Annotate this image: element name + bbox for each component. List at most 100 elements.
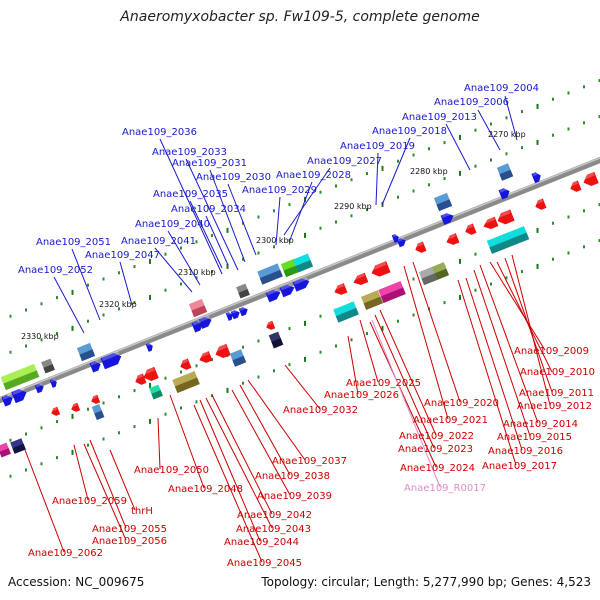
gene-label-anae109-2029[interactable]: Anae109_2029 [242, 185, 317, 196]
gene-label-anae109-2040[interactable]: Anae109_2040 [135, 219, 210, 230]
gene-arrow [145, 342, 153, 352]
gene-label-anae109-2010[interactable]: Anae109_2010 [520, 367, 595, 378]
grid-dot [350, 214, 353, 218]
grid-dot [164, 288, 167, 292]
gene-label-anae109-2047[interactable]: Anae109_2047 [85, 250, 160, 261]
grid-dot [180, 406, 182, 410]
grid-dot [195, 364, 198, 368]
grid-dot [412, 153, 415, 157]
grid-dot [273, 369, 275, 373]
gene-label-anae109-2027[interactable]: Anae109_2027 [307, 156, 382, 167]
gene-label-anae109-2009[interactable]: Anae109_2009 [514, 346, 589, 357]
gene-label-anae109-2052[interactable]: Anae109_2052 [18, 265, 93, 276]
gene-label-anae109-2012[interactable]: Anae109_2012 [517, 401, 592, 412]
gene-label-anae109-r0017[interactable]: Anae109_R0017 [404, 483, 486, 494]
grid-dot [598, 115, 600, 119]
grid-dot [226, 263, 229, 269]
gene-label-anae109-2051[interactable]: Anae109_2051 [36, 237, 111, 248]
scale-tick-2290: 2290 kbp [334, 202, 372, 211]
gene-label-anae109-2031[interactable]: Anae109_2031 [172, 158, 247, 169]
grid-dot [56, 456, 58, 460]
gene-arrow [142, 366, 159, 381]
grid-dot [71, 413, 74, 419]
grid-dot [598, 79, 600, 83]
gene-label-anae109-2034[interactable]: Anae109_2034 [171, 204, 246, 215]
gene-label-anae109-2033[interactable]: Anae109_2033 [152, 147, 227, 158]
grid-dot [164, 412, 167, 416]
gene-arrow [265, 288, 281, 303]
connector-line [374, 314, 435, 449]
gene-label-anae109-2037[interactable]: Anae109_2037 [272, 456, 347, 467]
connector-line [205, 215, 229, 266]
grid-dot [102, 277, 105, 281]
gene-label-anae109-2024[interactable]: Anae109_2024 [400, 463, 475, 474]
grid-dot [164, 252, 167, 256]
gene-label-anae109-2039[interactable]: Anae109_2039 [257, 491, 332, 502]
grid-dot [180, 282, 182, 286]
grid-dot [149, 382, 151, 388]
gene-label-anae109-2019[interactable]: Anae109_2019 [340, 141, 415, 152]
gene-label-anae109-2042[interactable]: Anae109_2042 [237, 510, 312, 521]
grid-dot [490, 158, 492, 162]
grid-dot [443, 301, 446, 305]
accession-text: Accession: NC_009675 [8, 575, 145, 589]
gene-label-anae109-2018[interactable]: Anae109_2018 [372, 126, 447, 137]
gene-features[interactable] [0, 163, 599, 458]
gene-label-anae109-2016[interactable]: Anae109_2016 [488, 446, 563, 457]
grid-dot [567, 215, 570, 219]
connector-line [205, 397, 273, 529]
gene-arrow [534, 198, 547, 210]
gene-label-anae109-2055[interactable]: Anae109_2055 [92, 524, 167, 535]
connector-line [479, 264, 539, 424]
gene-label-anae109-2011[interactable]: Anae109_2011 [519, 388, 594, 399]
gene-labels[interactable]: Anae109_2004 Anae109_2006 Anae109_2013 A… [18, 83, 595, 569]
grid-dot [118, 271, 120, 275]
gene-label-anae109-2014[interactable]: Anae109_2014 [503, 419, 578, 430]
gene-label-anae109-2004[interactable]: Anae109_2004 [464, 83, 539, 94]
gene-arrow [230, 309, 240, 320]
gene-label-anae109-2059[interactable]: Anae109_2059 [52, 496, 127, 507]
gene-label-anae109-2017[interactable]: Anae109_2017 [482, 461, 557, 472]
gene-label-anae109-2022[interactable]: Anae109_2022 [399, 431, 474, 442]
gene-label-anae109-2062[interactable]: Anae109_2062 [28, 548, 103, 559]
grid-dot [443, 141, 446, 145]
gene-label-anae109-2021[interactable]: Anae109_2021 [413, 415, 488, 426]
grid-dot [319, 226, 322, 230]
grid-dot [583, 121, 585, 125]
gene-label-anae109-2015[interactable]: Anae109_2015 [497, 432, 572, 443]
grid-dot [211, 270, 213, 274]
gene-label-anae109-2023[interactable]: Anae109_2023 [398, 444, 473, 455]
gene-label-anae109-2028[interactable]: Anae109_2028 [276, 170, 351, 181]
grid-dot [56, 420, 58, 424]
gene-arrow [265, 320, 276, 330]
gene-label-anae109-2043[interactable]: Anae109_2043 [236, 524, 311, 535]
gene-label-anae109-2013[interactable]: Anae109_2013 [402, 112, 477, 123]
gene-arrow [179, 358, 192, 370]
grid-dot [381, 165, 384, 171]
feature-box [0, 442, 11, 458]
gene-label-anae109-2056[interactable]: Anae109_2056 [92, 536, 167, 547]
grid-dot [40, 302, 43, 306]
gene-label-anae109-2030[interactable]: Anae109_2030 [196, 172, 271, 183]
gene-label-anae109-2048[interactable]: Anae109_2048 [168, 484, 243, 495]
gene-label-anae109-2026[interactable]: Anae109_2026 [324, 390, 399, 401]
gene-label-anae109-2044[interactable]: Anae109_2044 [224, 537, 299, 548]
gene-label-anae109-2050[interactable]: Anae109_2050 [134, 465, 209, 476]
gene-label-anae109-2045[interactable]: Anae109_2045 [227, 558, 302, 569]
gene-label-anae109-2035[interactable]: Anae109_2035 [153, 189, 228, 200]
connector-line [403, 265, 449, 420]
gene-label-anae109-2032[interactable]: Anae109_2032 [283, 405, 358, 416]
gene-label-anae109-2038[interactable]: Anae109_2038 [255, 471, 330, 482]
gene-label-anae109-2020[interactable]: Anae109_2020 [424, 398, 499, 409]
grid-dot [459, 258, 461, 264]
grid-dot [443, 177, 446, 181]
gene-label-anae109-2006[interactable]: Anae109_2006 [434, 97, 509, 108]
gene-label-anae109-2041[interactable]: Anae109_2041 [121, 236, 196, 247]
grid-dot [9, 438, 12, 442]
gene-label-anae109-2025[interactable]: Anae109_2025 [346, 378, 421, 389]
grid-dot [257, 215, 260, 219]
gene-label-anae109-2036[interactable]: Anae109_2036 [122, 127, 197, 138]
grid-dot [304, 356, 306, 362]
gene-label-thrh[interactable]: thrH [131, 506, 153, 517]
